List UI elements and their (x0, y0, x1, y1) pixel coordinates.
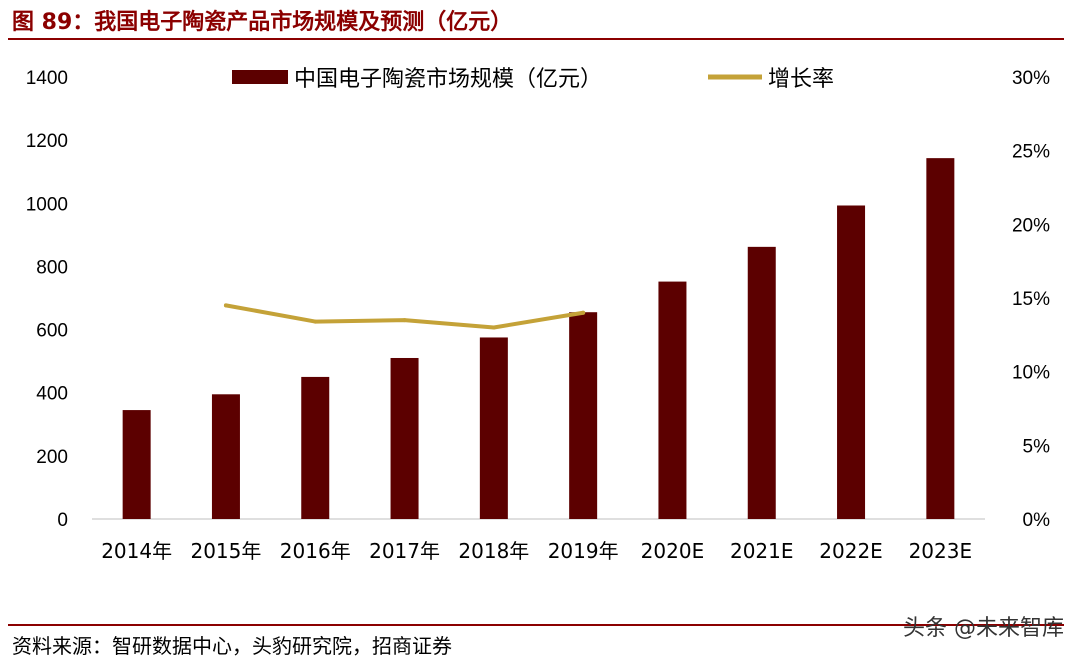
bar (747, 246, 776, 519)
y2-tick-label: 20% (1012, 215, 1050, 236)
x-tick-label: 2020E (641, 539, 705, 563)
bar (301, 376, 330, 519)
axes: 0 200 400 600 800 1000 1200 1400 0% 5% 10% 15% 20% 25… (26, 68, 1050, 563)
growth-point (581, 310, 586, 315)
x-tick-label: 2015年 (190, 539, 261, 563)
bar (390, 357, 419, 519)
growth-point (313, 319, 318, 324)
footer-divider (8, 624, 1064, 626)
bar (658, 281, 687, 519)
source-note: 资料来源：智研数据中心，头豹研究院，招商证券 (12, 634, 452, 658)
bar (479, 337, 508, 519)
growth-series-line (223, 303, 586, 330)
bar (837, 205, 866, 519)
y2-tick-label: 30% (1012, 68, 1050, 89)
x-tick-label: 2022E (819, 539, 883, 563)
growth-point (402, 318, 407, 323)
figure-title: 图 89：我国电子陶瓷产品市场规模及预测（亿元） (12, 10, 513, 35)
chart: 中国电子陶瓷市场规模（亿元） 增长率 0 200 400 600 800 1000 1200… (26, 67, 1050, 563)
x-tick-label: 2017年 (369, 539, 440, 563)
y-tick-label: 1000 (26, 194, 68, 215)
x-tick-label: 2016年 (280, 539, 351, 563)
y2-tick-label: 25% (1012, 142, 1050, 163)
x-tick-label: 2023E (909, 539, 973, 563)
legend-bar-swatch (232, 70, 288, 84)
legend-bar-label: 中国电子陶瓷市场规模（亿元） (294, 67, 602, 92)
growth-point (491, 325, 496, 330)
y2-tick-label: 5% (1023, 436, 1051, 457)
x-tick-label: 2021E (730, 539, 794, 563)
y2-tick-label: 15% (1012, 289, 1050, 310)
x-tick-label: 2018年 (458, 539, 529, 563)
growth-point (223, 303, 228, 308)
y-tick-label: 1200 (26, 131, 68, 152)
y-tick-label: 800 (36, 257, 68, 278)
y-tick-label: 400 (36, 384, 68, 405)
x-tick-label: 2014年 (101, 539, 172, 563)
bars (122, 158, 955, 520)
title-divider (8, 38, 1064, 40)
growth-line (223, 303, 586, 330)
bar (926, 158, 955, 520)
y-tick-label: 200 (36, 447, 68, 468)
bar (211, 394, 240, 519)
legend: 中国电子陶瓷市场规模（亿元） 增长率 (232, 67, 834, 92)
y2-tick-label: 0% (1023, 510, 1051, 531)
y-tick-label: 1400 (26, 68, 68, 89)
bar (122, 410, 151, 519)
bar (569, 312, 598, 519)
watermark: 头条 @未来智库 (903, 616, 1064, 641)
y-tick-label: 600 (36, 321, 68, 342)
y-tick-label: 0 (57, 510, 68, 531)
x-tick-label: 2019年 (548, 539, 619, 563)
y2-tick-label: 10% (1012, 363, 1050, 384)
legend-line-label: 增长率 (768, 67, 834, 92)
